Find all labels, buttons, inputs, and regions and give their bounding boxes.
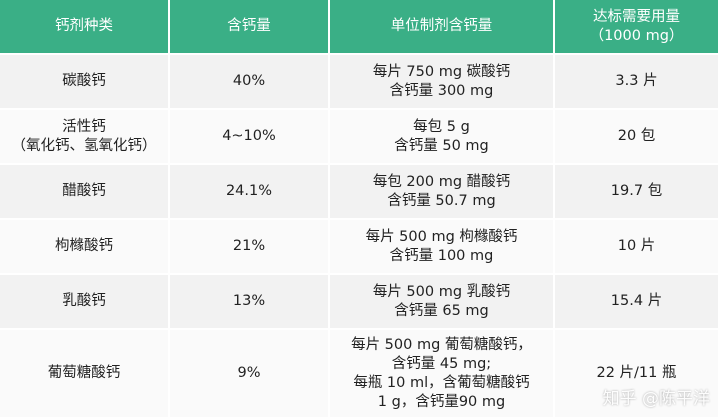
header-cell: 含钙量 — [170, 0, 330, 55]
table-cell: 9% — [170, 330, 330, 419]
table-cell: 枸橼酸钙 — [0, 220, 170, 275]
cell-line: 葡萄糖酸钙 — [47, 365, 121, 381]
cell-line: 21% — [232, 238, 266, 254]
cell-line: 每瓶 10 ml，含葡萄糖酸钙 — [353, 374, 530, 391]
cell-line: 乳酸钙 — [62, 293, 106, 309]
cell-line: 每片 500 mg 枸橼酸钙 — [365, 228, 518, 245]
cell-line: 13% — [232, 293, 266, 309]
cell-line: 含钙量 50 mg — [394, 137, 489, 154]
cell-line: 含钙量 — [227, 18, 271, 34]
header-cell: 钙剂种类 — [0, 0, 170, 55]
cell-line: 1 g，含钙量90 mg — [377, 393, 506, 410]
table-cell: 每片 500 mg 乳酸钙 含钙量 65 mg — [330, 275, 555, 330]
cell-line: 22 片/11 瓶 — [596, 365, 677, 381]
cell-line: 活性钙 — [62, 118, 106, 135]
cell-line: 每包 5 g — [413, 118, 470, 135]
cell-line: 钙剂种类 — [55, 18, 113, 34]
cell-line: 枸橼酸钙 — [55, 238, 113, 254]
table-cell: 葡萄糖酸钙 — [0, 330, 170, 419]
cell-line: 每片 500 mg 乳酸钙 — [372, 283, 511, 300]
cell-line: 24.1% — [225, 183, 273, 199]
table-cell: 4~10% — [170, 110, 330, 165]
header-cell: 单位制剂含钙量 — [330, 0, 555, 55]
cell-line: 20 包 — [617, 128, 656, 144]
cell-line: 含钙量 100 mg — [389, 247, 494, 264]
table-cell: 每片 500 mg 枸橼酸钙 含钙量 100 mg — [330, 220, 555, 275]
cell-line: 每片 500 mg 葡萄糖酸钙， — [351, 336, 532, 353]
cell-line: 9% — [237, 365, 261, 381]
table-cell: 活性钙 （氧化钙、氢氧化钙） — [0, 110, 170, 165]
watermark: 知乎 @陈平洋 — [602, 389, 710, 409]
table-cell: 22 片/11 瓶 — [555, 330, 720, 419]
table-cell: 15.4 片 — [555, 275, 720, 330]
cell-line: 19.7 包 — [610, 183, 663, 199]
header-cell: 达标需要用量 （1000 mg） — [555, 0, 720, 55]
table-cell: 19.7 包 — [555, 165, 720, 220]
table-cell: 醋酸钙 — [0, 165, 170, 220]
cell-line: 每片 750 mg 碳酸钙 — [372, 63, 511, 80]
cell-line: 含钙量 65 mg — [394, 302, 489, 319]
cell-line: 3.3 片 — [615, 73, 658, 89]
cell-line: 含钙量 45 mg; — [391, 355, 492, 372]
cell-line: （氧化钙、氢氧化钙） — [11, 137, 157, 154]
table-cell: 每包 200 mg 醋酸钙 含钙量 50.7 mg — [330, 165, 555, 220]
table-cell: 20 包 — [555, 110, 720, 165]
table-cell: 每片 750 mg 碳酸钙 含钙量 300 mg — [330, 55, 555, 110]
cell-line: 40% — [232, 73, 266, 89]
table-cell: 乳酸钙 — [0, 275, 170, 330]
cell-line: 含钙量 50.7 mg — [387, 192, 496, 209]
cell-line: 15.4 片 — [610, 293, 663, 309]
table-cell: 21% — [170, 220, 330, 275]
table-cell: 13% — [170, 275, 330, 330]
table-cell: 碳酸钙 — [0, 55, 170, 110]
cell-line: 单位制剂含钙量 — [390, 18, 493, 34]
cell-line: 含钙量 300 mg — [389, 82, 494, 99]
table-cell: 每包 5 g 含钙量 50 mg — [330, 110, 555, 165]
cell-line: 4~10% — [222, 128, 276, 144]
cell-line: 每包 200 mg 醋酸钙 — [372, 173, 511, 190]
cell-line: 碳酸钙 — [62, 73, 106, 89]
cell-line: （1000 mg） — [589, 27, 684, 44]
table-cell: 每片 500 mg 葡萄糖酸钙， 含钙量 45 mg; 每瓶 10 ml，含葡萄糖酸… — [330, 330, 555, 419]
table-cell: 24.1% — [170, 165, 330, 220]
table-cell: 10 片 — [555, 220, 720, 275]
table-cell: 40% — [170, 55, 330, 110]
cell-line: 达标需要用量 — [593, 8, 680, 25]
cell-line: 醋酸钙 — [62, 183, 106, 199]
table-cell: 3.3 片 — [555, 55, 720, 110]
cell-line: 10 片 — [617, 238, 656, 254]
